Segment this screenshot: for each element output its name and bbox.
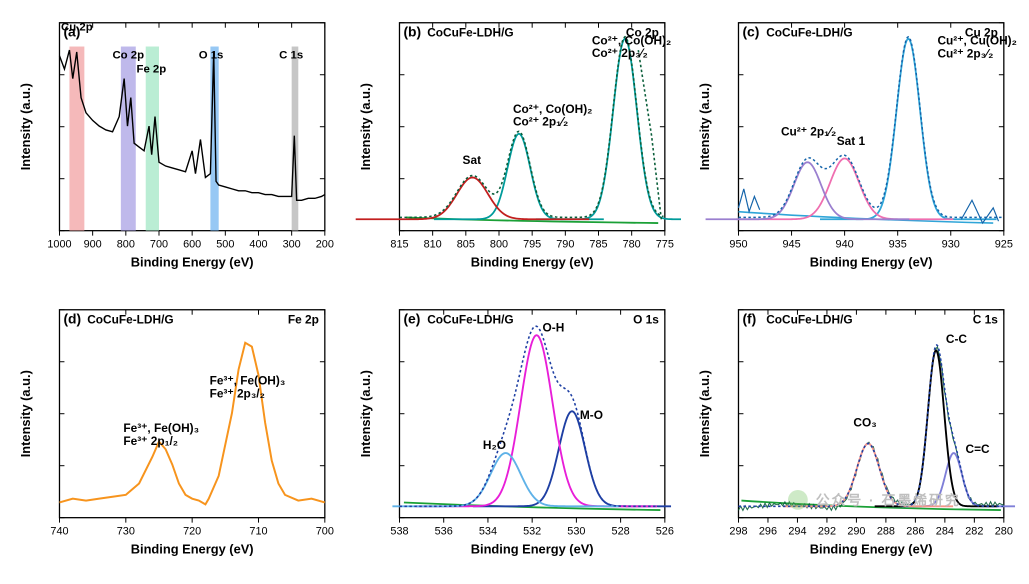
svg-text:(d): (d) — [63, 311, 81, 327]
svg-text:300: 300 — [283, 239, 301, 251]
svg-text:805: 805 — [456, 239, 474, 251]
svg-text:800: 800 — [490, 239, 508, 251]
svg-text:C 1s: C 1s — [279, 49, 303, 61]
svg-text:710: 710 — [249, 526, 267, 538]
svg-text:940: 940 — [836, 239, 854, 251]
panel-b: 815 810 805 800 795 790 785 780 775 Binding Energ… — [348, 8, 682, 289]
svg-text:Intensity (a.u.): Intensity (a.u.) — [697, 370, 712, 457]
svg-text:925: 925 — [995, 239, 1013, 251]
svg-text:Intensity (a.u.): Intensity (a.u.) — [18, 83, 33, 170]
svg-text:530: 530 — [567, 526, 585, 538]
svg-text:Binding Energy (eV): Binding Energy (eV) — [131, 254, 254, 269]
svg-text:810: 810 — [423, 239, 441, 251]
svg-text:Fe 2p: Fe 2p — [288, 313, 319, 327]
svg-text:815: 815 — [390, 239, 408, 251]
svg-text:298: 298 — [730, 526, 748, 538]
svg-text:O-H: O-H — [542, 320, 564, 334]
svg-text:Intensity (a.u.): Intensity (a.u.) — [697, 83, 712, 170]
svg-text:526: 526 — [655, 526, 673, 538]
svg-text:M-O: M-O — [580, 408, 603, 422]
svg-text:730: 730 — [117, 526, 135, 538]
svg-text:296: 296 — [759, 526, 777, 538]
svg-text:Fe³⁺, Fe(OH)₃Fe³⁺ 2p₁/₂: Fe³⁺, Fe(OH)₃Fe³⁺ 2p₁/₂ — [123, 421, 199, 448]
svg-text:292: 292 — [818, 526, 836, 538]
svg-text:Sat 1: Sat 1 — [837, 134, 866, 148]
svg-text:740: 740 — [50, 526, 68, 538]
svg-text:CoCuFe-LDH/G: CoCuFe-LDH/G — [767, 26, 853, 40]
svg-text:O 1s: O 1s — [633, 313, 659, 327]
panel-f: 298 296 294 292 290 288 286 284 282 280 Binding En… — [687, 295, 1021, 576]
svg-text:532: 532 — [523, 526, 541, 538]
svg-text:800: 800 — [117, 239, 135, 251]
svg-text:Co²⁺, Co(OH)₂Co²⁺ 2p₁⁄₂: Co²⁺, Co(OH)₂Co²⁺ 2p₁⁄₂ — [513, 102, 592, 129]
svg-text:534: 534 — [479, 526, 497, 538]
svg-text:945: 945 — [783, 239, 801, 251]
svg-text:930: 930 — [942, 239, 960, 251]
svg-text:(b): (b) — [403, 24, 421, 40]
svg-text:500: 500 — [216, 239, 234, 251]
svg-text:Sat: Sat — [462, 153, 481, 167]
svg-text:950: 950 — [730, 239, 748, 251]
svg-text:538: 538 — [390, 526, 408, 538]
svg-text:H₂O: H₂O — [483, 438, 506, 452]
svg-text:600: 600 — [183, 239, 201, 251]
svg-text:CO₃: CO₃ — [854, 415, 877, 429]
svg-text:CoCuFe-LDH/G: CoCuFe-LDH/G — [427, 26, 513, 40]
svg-text:Fe³⁺, Fe(OH)₃Fe³⁺ 2p₃/₂: Fe³⁺, Fe(OH)₃Fe³⁺ 2p₃/₂ — [210, 374, 286, 401]
svg-text:294: 294 — [789, 526, 807, 538]
svg-text:284: 284 — [936, 526, 954, 538]
svg-text:Intensity (a.u.): Intensity (a.u.) — [357, 370, 372, 457]
svg-text:Intensity (a.u.): Intensity (a.u.) — [18, 370, 33, 457]
svg-text:(c): (c) — [743, 24, 760, 40]
panel-e: 538 536 534 532 530 528 526 Binding Energy (eV)… — [348, 295, 682, 576]
svg-text:(e): (e) — [403, 311, 420, 327]
panel-d: 740 730 720 710 700 Binding Energy (eV) Intens… — [8, 295, 342, 576]
svg-text:720: 720 — [183, 526, 201, 538]
svg-text:785: 785 — [589, 239, 607, 251]
svg-text:(a): (a) — [63, 24, 80, 40]
svg-text:Binding Energy (eV): Binding Energy (eV) — [810, 541, 933, 556]
svg-text:288: 288 — [877, 526, 895, 538]
svg-text:O 1s: O 1s — [199, 49, 224, 61]
svg-text:528: 528 — [611, 526, 629, 538]
svg-text:900: 900 — [84, 239, 102, 251]
svg-text:(f): (f) — [743, 311, 757, 327]
svg-text:CoCuFe-LDH/G: CoCuFe-LDH/G — [87, 313, 173, 327]
panel-c: 950 945 940 935 930 925 Binding Energy (eV) Int… — [687, 8, 1021, 289]
svg-text:C=C: C=C — [966, 442, 991, 456]
panel-a: 1000 900 800 700 600 500 400 300 200 Binding Ener… — [8, 8, 342, 289]
svg-text:795: 795 — [523, 239, 541, 251]
svg-text:Binding Energy (eV): Binding Energy (eV) — [470, 254, 593, 269]
svg-text:536: 536 — [434, 526, 452, 538]
svg-text:1000: 1000 — [47, 239, 71, 251]
figure-grid: 1000 900 800 700 600 500 400 300 200 Binding Ener… — [8, 8, 1021, 576]
svg-text:286: 286 — [907, 526, 925, 538]
svg-text:400: 400 — [249, 239, 267, 251]
svg-text:Fe 2p: Fe 2p — [137, 63, 167, 75]
svg-text:290: 290 — [848, 526, 866, 538]
svg-text:Co 2p: Co 2p — [626, 26, 659, 40]
svg-text:700: 700 — [150, 239, 168, 251]
svg-text:935: 935 — [889, 239, 907, 251]
svg-text:775: 775 — [655, 239, 673, 251]
svg-text:282: 282 — [966, 526, 984, 538]
svg-text:700: 700 — [316, 526, 334, 538]
svg-text:280: 280 — [995, 526, 1013, 538]
svg-text:Intensity (a.u.): Intensity (a.u.) — [357, 83, 372, 170]
svg-text:780: 780 — [622, 239, 640, 251]
svg-text:200: 200 — [316, 239, 334, 251]
svg-text:Cu 2p: Cu 2p — [965, 26, 998, 40]
svg-text:Binding Energy (eV): Binding Energy (eV) — [470, 541, 593, 556]
svg-text:Binding Energy (eV): Binding Energy (eV) — [131, 541, 254, 556]
svg-text:C 1s: C 1s — [973, 313, 998, 327]
svg-text:Cu²⁺ 2p₁⁄₂: Cu²⁺ 2p₁⁄₂ — [781, 125, 836, 139]
svg-text:CoCuFe-LDH/G: CoCuFe-LDH/G — [767, 313, 853, 327]
svg-text:Co 2p: Co 2p — [112, 49, 144, 61]
svg-text:Binding Energy (eV): Binding Energy (eV) — [810, 254, 933, 269]
svg-text:790: 790 — [556, 239, 574, 251]
svg-text:CoCuFe-LDH/G: CoCuFe-LDH/G — [427, 313, 513, 327]
svg-text:C-C: C-C — [946, 332, 968, 346]
svg-text:公众号 · 石墨烯研究: 公众号 · 石墨烯研究 — [816, 492, 961, 508]
